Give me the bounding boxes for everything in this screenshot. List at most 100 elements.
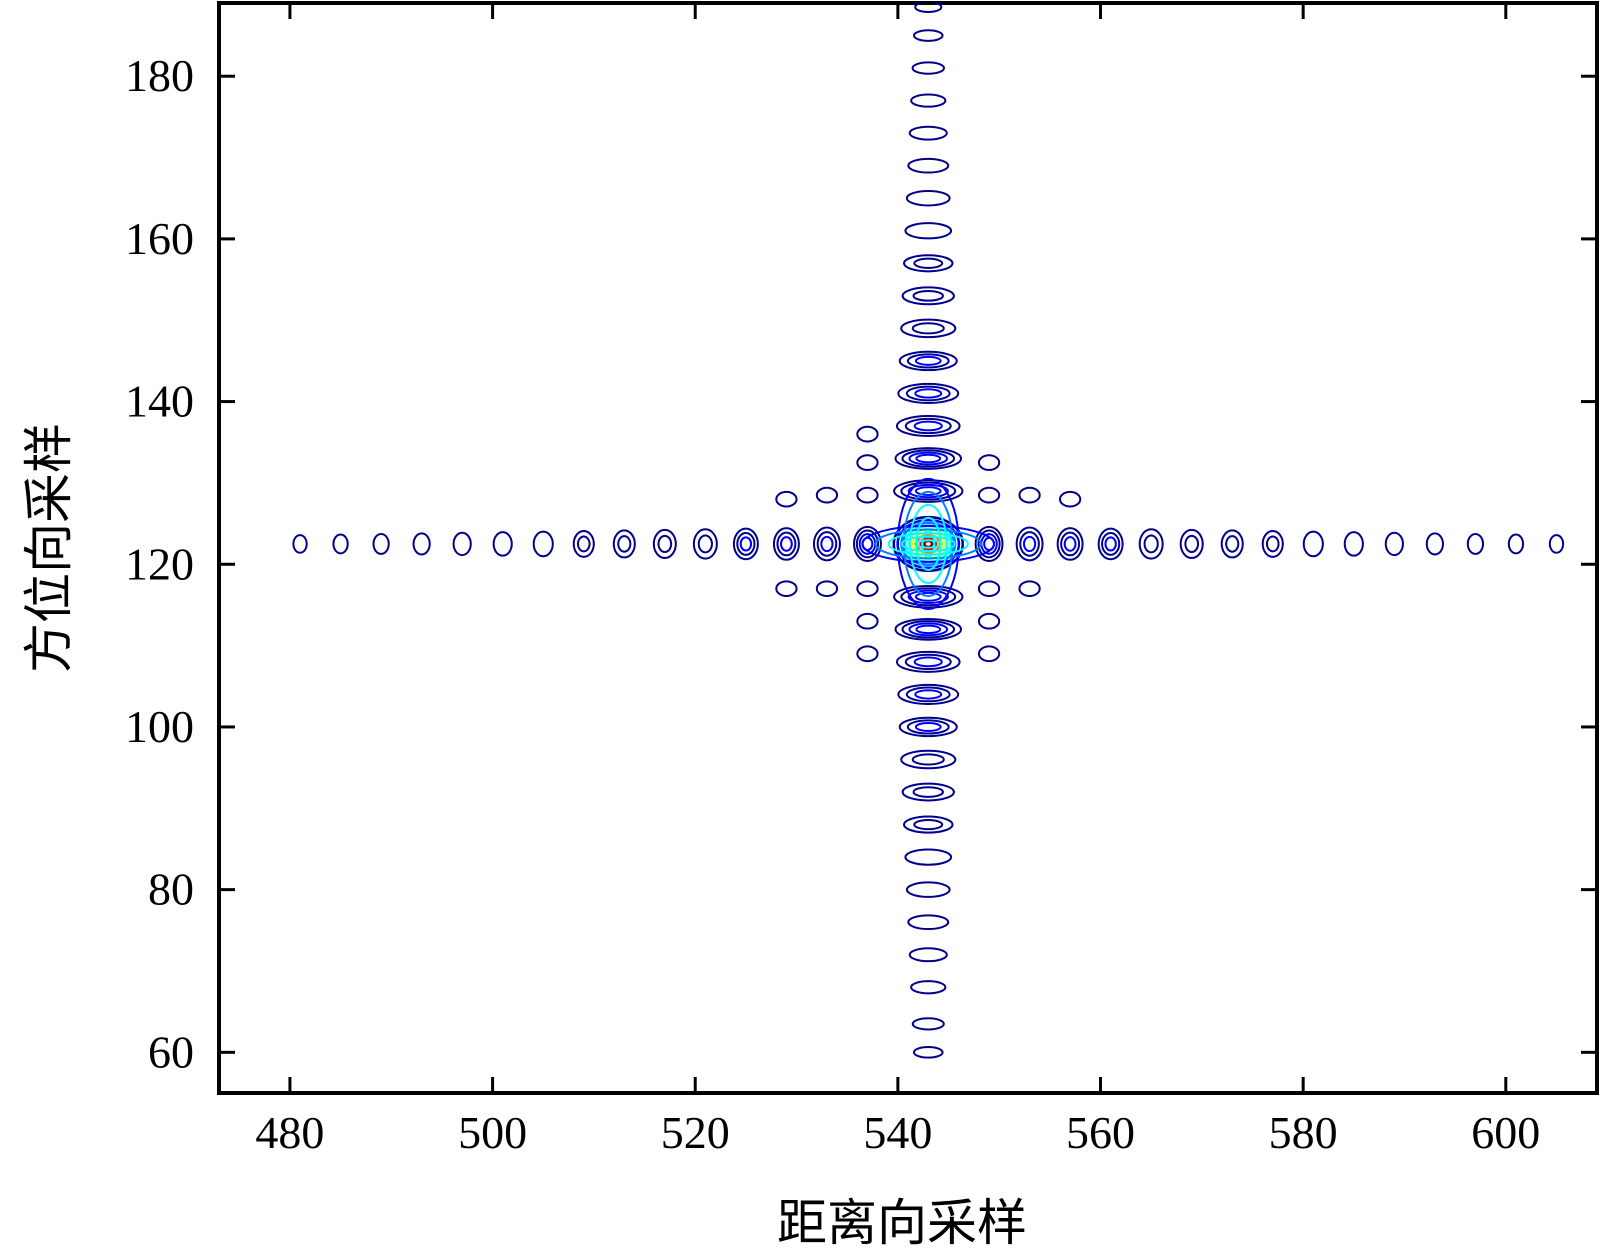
azimuth-sidelobe	[907, 483, 949, 499]
range-sidelobe	[332, 533, 349, 555]
range-sidelobe	[532, 530, 554, 558]
x-tick-label: 600	[1471, 1107, 1540, 1158]
x-axis-ticks: 480 500 520 540 560 580 600	[255, 3, 1540, 1158]
range-sidelobe	[1384, 531, 1404, 557]
range-sidelobe	[1022, 535, 1037, 553]
range-sidelobe	[612, 529, 636, 559]
diagonal-sidelobe	[1018, 580, 1041, 597]
azimuth-sidelobe	[897, 683, 960, 706]
azimuth-sidelobe	[904, 222, 953, 240]
azimuth-sidelobe	[914, 3, 943, 14]
diagonal-sidelobe	[815, 486, 839, 504]
azimuth-sidelobe	[905, 686, 951, 703]
diagonal-sidelobe	[856, 454, 879, 471]
azimuth-sidelobe	[908, 125, 948, 141]
range-sidelobe	[1343, 531, 1364, 557]
x-tick-label: 480	[255, 1107, 324, 1158]
azimuth-sidelobe	[904, 417, 952, 435]
range-sidelobe	[1015, 526, 1044, 562]
range-sidelobe	[780, 536, 793, 552]
azimuth-sidelobe	[908, 451, 949, 466]
range-sidelobe	[1101, 531, 1121, 556]
range-sidelobe	[1466, 532, 1485, 555]
azimuth-sidelobe	[914, 388, 943, 399]
azimuth-sidelobe	[914, 721, 942, 732]
azimuth-sidelobe	[901, 782, 955, 802]
azimuth-sidelobe	[912, 29, 944, 42]
x-tick-label: 540	[863, 1107, 932, 1158]
azimuth-sidelobe	[907, 914, 950, 931]
diagonal-sidelobe	[1018, 486, 1041, 504]
azimuth-sidelobe	[906, 719, 950, 735]
range-sidelobe	[820, 535, 834, 553]
range-sidelobe	[772, 527, 800, 561]
azimuth-sidelobe	[908, 947, 948, 963]
azimuth-sidelobe	[913, 656, 943, 668]
azimuth-sidelobe	[910, 980, 947, 995]
range-sidelobe	[1138, 528, 1164, 560]
range-sidelobe	[853, 525, 882, 562]
x-tick-label: 520	[661, 1107, 730, 1158]
range-sidelobe	[739, 536, 753, 552]
main-lobe-range-arm	[900, 535, 956, 553]
x-tick-label: 580	[1269, 1107, 1338, 1158]
azimuth-sidelobe	[904, 848, 953, 866]
y-axis-title: 方位向采样	[20, 423, 78, 673]
azimuth-sidelobe	[903, 254, 954, 273]
x-axis-title: 距离向采样	[777, 1194, 1027, 1252]
azimuth-sidelobe	[905, 385, 951, 402]
azimuth-sidelobe	[898, 350, 958, 372]
diagonal-sidelobe	[977, 645, 1001, 663]
range-sidelobe	[1225, 535, 1240, 553]
range-sidelobe	[412, 532, 431, 556]
main-lobe-range-arm	[914, 539, 943, 549]
range-sidelobe	[855, 529, 880, 559]
azimuth-sidelobe	[914, 591, 942, 602]
diagonal-sidelobe	[775, 580, 798, 597]
main-lobe-azimuth-arm	[915, 516, 942, 571]
azimuth-sidelobe	[914, 486, 942, 496]
range-sidelobe	[657, 534, 673, 554]
main-lobe-azimuth-arm	[909, 503, 948, 584]
azimuth-sidelobe	[912, 1046, 944, 1059]
azimuth-sidelobe	[914, 689, 943, 700]
azimuth-sidelobe	[894, 447, 963, 470]
main-lobe-range-arm	[874, 528, 982, 560]
contour-lines	[292, 3, 1565, 1059]
range-sidelobe	[1104, 536, 1117, 552]
y-tick-label: 100	[125, 701, 194, 752]
azimuth-sidelobe	[901, 286, 955, 306]
x-tick-label: 500	[458, 1107, 527, 1158]
x-tick-label: 560	[1066, 1107, 1135, 1158]
azimuth-sidelobe	[904, 653, 952, 671]
main-lobe-azimuth-arm	[921, 529, 936, 558]
main-lobe-azimuth-arm	[902, 490, 954, 597]
range-sidelobe	[776, 531, 797, 557]
azimuth-sidelobe	[913, 257, 944, 269]
range-sidelobe	[617, 535, 632, 553]
azimuth-sidelobe	[897, 382, 960, 405]
main-lobe-contour	[919, 536, 938, 552]
range-sidelobe	[1056, 527, 1084, 561]
range-sidelobe	[697, 534, 713, 554]
azimuth-sidelobe	[893, 585, 964, 609]
azimuth-sidelobe	[894, 617, 963, 641]
diagonal-sidelobe	[815, 580, 839, 597]
diagonal-sidelobe	[977, 612, 1001, 630]
y-tick-label: 180	[125, 50, 194, 101]
range-sidelobe	[816, 531, 838, 557]
diagonal-sidelobe	[1058, 490, 1082, 508]
azimuth-sidelobe	[911, 753, 945, 766]
main-lobe-azimuth-arm	[896, 477, 960, 611]
azimuth-sidelobe	[912, 786, 945, 798]
diagonal-sidelobe	[977, 454, 1001, 471]
range-sidelobe	[1220, 529, 1244, 559]
range-sidelobe	[1143, 534, 1159, 554]
azimuth-sidelobe	[910, 93, 947, 108]
y-tick-label: 120	[125, 538, 194, 589]
azimuth-sidelobe	[915, 453, 942, 464]
diagonal-sidelobe	[775, 490, 798, 508]
diagonal-sidelobe	[977, 580, 1001, 597]
range-sidelobe	[1507, 533, 1525, 555]
range-sidelobe	[572, 530, 595, 558]
